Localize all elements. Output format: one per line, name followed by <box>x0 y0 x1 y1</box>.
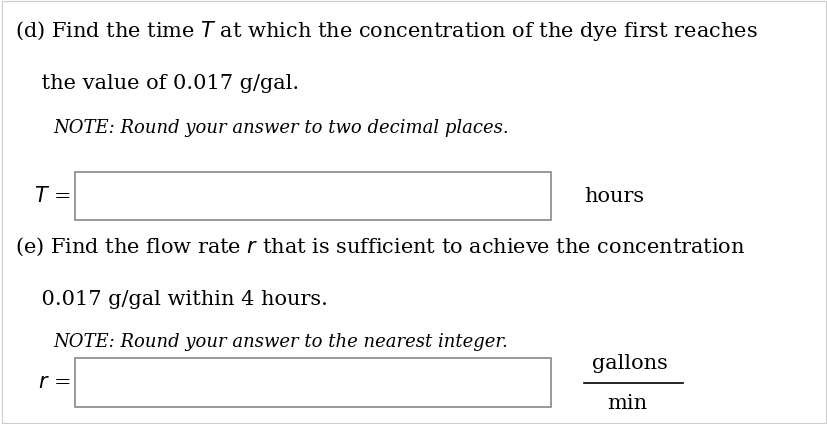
FancyBboxPatch shape <box>74 358 550 407</box>
Text: hours: hours <box>583 187 643 206</box>
Text: (d) Find the time $T$ at which the concentration of the dye first reaches: (d) Find the time $T$ at which the conce… <box>15 19 757 43</box>
Text: (e) Find the flow rate $r$ that is sufficient to achieve the concentration: (e) Find the flow rate $r$ that is suffi… <box>15 235 744 258</box>
Text: $r$ =: $r$ = <box>38 373 70 392</box>
Text: the value of 0.017 g/gal.: the value of 0.017 g/gal. <box>15 74 299 93</box>
FancyBboxPatch shape <box>74 172 550 220</box>
Text: NOTE: Round your answer to the nearest integer.: NOTE: Round your answer to the nearest i… <box>54 333 508 351</box>
Text: 0.017 g/gal within 4 hours.: 0.017 g/gal within 4 hours. <box>15 290 327 310</box>
Text: NOTE: Round your answer to two decimal places.: NOTE: Round your answer to two decimal p… <box>54 119 509 137</box>
Text: $T$ =: $T$ = <box>34 186 70 206</box>
Text: gallons: gallons <box>591 354 667 373</box>
Text: min: min <box>606 393 646 413</box>
